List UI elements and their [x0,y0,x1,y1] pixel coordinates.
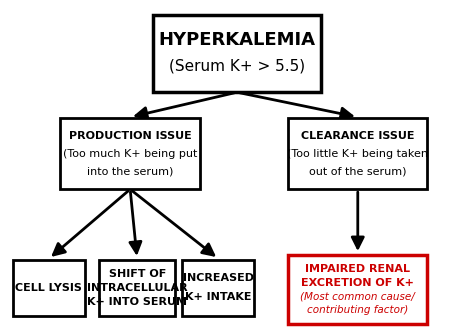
Text: SHIFT OF: SHIFT OF [109,269,166,279]
Text: K+ INTO SERUM: K+ INTO SERUM [87,297,187,307]
Text: EXCRETION OF K+: EXCRETION OF K+ [301,278,414,287]
Text: INCREASED: INCREASED [183,274,254,283]
FancyBboxPatch shape [288,255,428,324]
Text: (Serum K+ > 5.5): (Serum K+ > 5.5) [169,59,305,74]
Text: HYPERKALEMIA: HYPERKALEMIA [158,31,316,50]
Text: (Too much K+ being put: (Too much K+ being put [63,149,197,159]
FancyBboxPatch shape [288,118,428,189]
FancyBboxPatch shape [99,260,175,316]
Text: PRODUCTION ISSUE: PRODUCTION ISSUE [69,131,191,141]
Text: (Most common cause/: (Most common cause/ [301,291,415,302]
FancyBboxPatch shape [13,260,85,316]
Text: IMPAIRED RENAL: IMPAIRED RENAL [305,264,410,274]
FancyBboxPatch shape [154,15,320,92]
FancyBboxPatch shape [182,260,255,316]
Text: CLEARANCE ISSUE: CLEARANCE ISSUE [301,131,415,141]
FancyBboxPatch shape [61,118,200,189]
Text: into the serum): into the serum) [87,166,173,177]
Text: K+ INTAKE: K+ INTAKE [185,292,252,302]
Text: (Too little K+ being taken: (Too little K+ being taken [287,149,428,159]
Text: contributing factor): contributing factor) [307,305,409,315]
Text: INTRACELLULAR: INTRACELLULAR [87,283,187,293]
Text: CELL LYSIS: CELL LYSIS [16,283,82,293]
Text: out of the serum): out of the serum) [309,166,407,177]
